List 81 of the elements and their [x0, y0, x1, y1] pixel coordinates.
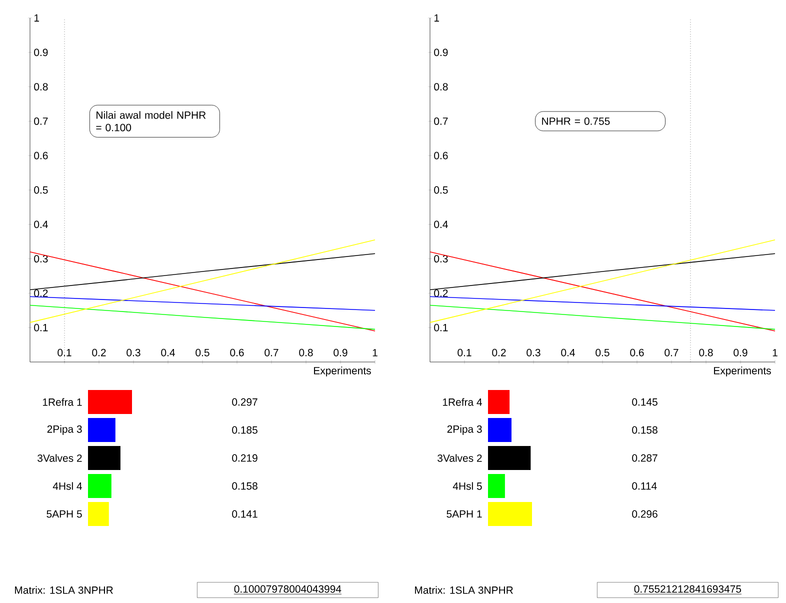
- bar: [488, 390, 510, 414]
- x-tick-label: 0.4: [161, 348, 175, 356]
- y-tick-label: 0.1: [34, 324, 48, 332]
- y-tick-label: 1Refra 4: [442, 398, 482, 406]
- bar: [488, 418, 512, 442]
- line-series: [30, 304, 376, 330]
- y-tick-label: 5APH 1: [446, 510, 482, 518]
- y-tick-label: 5APH 5: [46, 510, 82, 518]
- y-tick-label: 1: [434, 14, 439, 22]
- y-tick-label: 0.7: [434, 118, 448, 125]
- y-tick-label: 0.6: [34, 152, 48, 160]
- data-label: 0.185: [232, 426, 258, 434]
- x-tick-label: 0.2: [492, 348, 506, 356]
- data-label: 0.158: [632, 426, 658, 434]
- data-label: 0.287: [632, 454, 658, 462]
- line-series: [430, 304, 776, 330]
- x-tick-label: 0.2: [92, 348, 106, 356]
- bar: [488, 446, 531, 470]
- data-label: 0.158: [232, 482, 258, 490]
- text: 0.10007978004043994: [234, 585, 342, 593]
- y-tick-label: 0.1: [434, 324, 448, 332]
- x-tick-label: 0.7: [264, 348, 278, 356]
- x-axis-title: Experiments: [314, 366, 371, 376]
- x-tick-label: 0.9: [734, 348, 748, 356]
- x-axis-title: Experiments: [714, 366, 771, 376]
- bar: [488, 502, 532, 526]
- data-label: 0.141: [232, 510, 258, 518]
- x-tick-label: 0.9: [334, 348, 348, 356]
- bar: [488, 474, 505, 498]
- data-label: 0.145: [632, 398, 658, 406]
- y-tick-label: 0.5: [34, 186, 48, 194]
- x-tick-label: 0.7: [664, 348, 678, 356]
- y-tick-label: 0.9: [434, 48, 448, 56]
- y-tick-label: 4Hsl 4: [52, 482, 82, 490]
- y-tick-label: 0.5: [434, 186, 448, 194]
- y-tick-label: 0.3: [434, 255, 448, 263]
- text: 0.75521212841693475: [634, 585, 742, 593]
- y-tick-label: 2Pipa 3: [47, 425, 82, 435]
- y-tick-label: 0.6: [434, 152, 448, 160]
- x-tick-label: 0.3: [526, 348, 540, 356]
- bar: [88, 502, 109, 526]
- bar: [88, 446, 120, 470]
- text: Matrix: 1SLA 3NPHR: [15, 586, 113, 594]
- x-tick-label: 1: [372, 349, 378, 356]
- y-tick-label: 1Refra 1: [42, 398, 82, 406]
- text: Matrix: 1SLA 3NPHR: [415, 586, 513, 594]
- data-label: 0.297: [232, 398, 258, 406]
- y-tick-label: 3Valves 2: [38, 454, 82, 462]
- y-tick-label: 0.2: [434, 290, 448, 297]
- x-tick-label: 0.5: [596, 348, 610, 356]
- y-tick-label: 0.9: [34, 48, 48, 56]
- x-tick-label: 0.6: [630, 348, 644, 356]
- x-tick-label: 0.8: [699, 348, 713, 356]
- data-label: 0.296: [632, 510, 658, 518]
- x-tick-label: 0.8: [299, 348, 313, 356]
- data-label: 0.219: [232, 454, 258, 462]
- x-tick-label: 0.3: [126, 348, 140, 356]
- x-tick-label: 0.6: [230, 348, 244, 356]
- y-tick-label: 0.7: [34, 118, 48, 125]
- y-tick-label: 0.8: [34, 83, 48, 91]
- x-tick-label: 1: [772, 349, 778, 356]
- bar: [88, 474, 112, 498]
- y-tick-label: 0.4: [434, 220, 448, 228]
- ref-line-label: NPHR = 0.755: [542, 118, 610, 125]
- y-tick-label: 4Hsl 5: [452, 482, 482, 490]
- y-tick-label: 3Valves 2: [438, 454, 482, 462]
- x-tick-label: 0.5: [196, 348, 210, 356]
- bar: [88, 418, 116, 442]
- line-series: [430, 296, 776, 311]
- bar: [88, 390, 132, 414]
- y-tick-label: 1: [34, 14, 39, 22]
- y-tick-label: 2Pipa 3: [447, 425, 482, 435]
- line-series: [30, 252, 376, 332]
- data-label: 0.114: [632, 482, 657, 490]
- y-tick-label: 0.4: [34, 220, 48, 228]
- x-tick-label: 0.4: [561, 348, 575, 356]
- y-tick-label: 0.8: [434, 83, 448, 91]
- ref-line-label: Nilai awal model NPHR = 0.100: [96, 111, 206, 132]
- y-tick-label: 0.3: [34, 255, 48, 263]
- y-tick-label: 0.2: [34, 290, 48, 297]
- line-series: [30, 296, 376, 311]
